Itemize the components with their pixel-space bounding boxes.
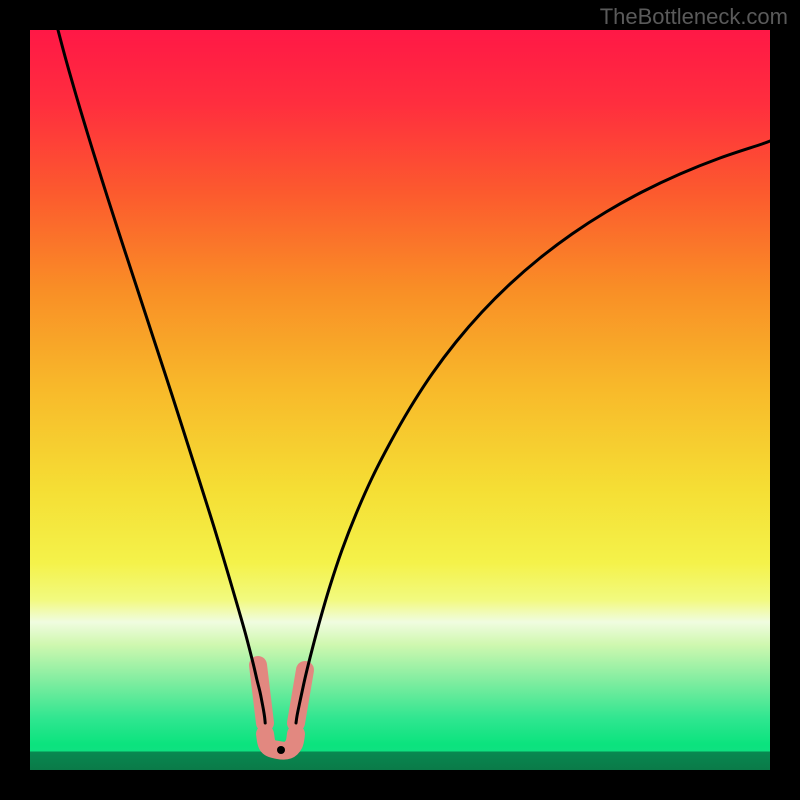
plot-area [30,30,770,770]
curve-overlay [30,30,770,770]
watermark-label: TheBottleneck.com [600,4,788,30]
chart-container: TheBottleneck.com [0,0,800,800]
